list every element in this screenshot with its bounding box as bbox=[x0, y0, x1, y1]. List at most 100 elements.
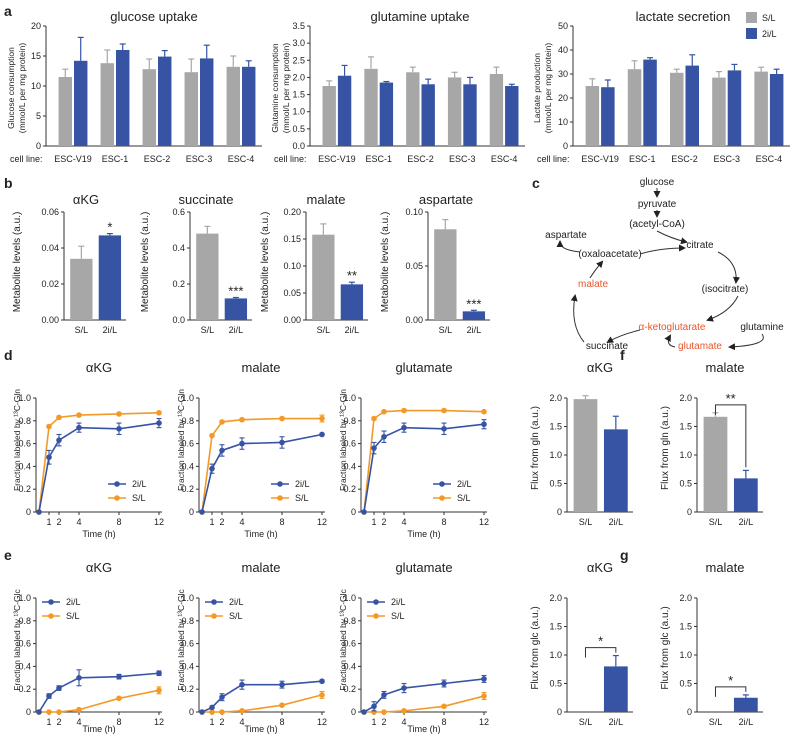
bar-2iL bbox=[98, 235, 122, 320]
data-point-SL bbox=[279, 702, 285, 708]
bar-SL-ESC-4 bbox=[226, 66, 240, 146]
data-point-SL bbox=[441, 407, 447, 414]
y-tick-label: 3.0 bbox=[292, 38, 305, 48]
panel-label-c: c bbox=[532, 175, 540, 191]
series-line-SL bbox=[38, 412, 160, 513]
data-point-2iL bbox=[36, 509, 42, 515]
y-axis-label: Metabolite levels (a.u.) bbox=[12, 212, 23, 313]
significance-marker: * bbox=[728, 673, 733, 688]
y-axis-label: Metabolite levels (a.u.) bbox=[380, 212, 391, 313]
arrow-oxaloacetate-citrate bbox=[639, 244, 686, 255]
data-point-2iL bbox=[156, 420, 162, 426]
line-chart-d1: 0 0.2 0.4 0.6 0.8 1.0 1 2 4 8 12 2i/L S/L bbox=[18, 393, 164, 527]
x-tick-label: ESC-3 bbox=[713, 154, 740, 164]
y-tick-label: 0.4 bbox=[18, 461, 31, 471]
legend-marker bbox=[211, 599, 217, 605]
y-tick-label: 1.5 bbox=[292, 90, 305, 100]
y-tick-label: 2.0 bbox=[679, 593, 692, 603]
data-point-SL bbox=[156, 687, 162, 694]
x-tick-label: 2 bbox=[381, 517, 386, 527]
panel-e: αKG malate glutamate Fraction labeled by… bbox=[12, 560, 453, 734]
legend-label: S/L bbox=[66, 611, 80, 621]
data-point-SL bbox=[401, 708, 407, 714]
x-tick-label: 12 bbox=[317, 717, 327, 727]
data-point-2iL bbox=[76, 424, 82, 431]
data-point-SL bbox=[279, 415, 285, 422]
x-tick-label: 8 bbox=[116, 517, 121, 527]
y-tick-label: 0.00 bbox=[41, 315, 59, 325]
bar-2iL-ESC-4 bbox=[769, 74, 784, 146]
x-tick-label: S/L bbox=[439, 325, 453, 335]
data-point-SL bbox=[76, 412, 82, 418]
panel-a: glucose uptake Glucose consumption (mmol… bbox=[6, 9, 777, 164]
bar-SL-ESC-1 bbox=[364, 68, 378, 146]
y-tick-label: 15 bbox=[31, 51, 41, 61]
data-point-2iL bbox=[319, 678, 325, 685]
y-tick-label: 0.8 bbox=[181, 416, 194, 426]
significance-bracket bbox=[584, 647, 617, 658]
x-tick-label: S/L bbox=[201, 325, 215, 335]
bar-2iL-ESC-3 bbox=[727, 70, 742, 146]
bar-2iL-ESC-2 bbox=[158, 56, 172, 146]
y-tick-label: 0.5 bbox=[549, 679, 562, 689]
arrow-glutamine-glutamate bbox=[728, 333, 764, 351]
y-tick-label: 1.0 bbox=[343, 593, 356, 603]
chart-title: succinate bbox=[179, 192, 234, 207]
data-point-2iL bbox=[116, 673, 122, 680]
line-chart-e2: 0 0.2 0.4 0.6 0.8 1.0 1 2 4 8 12 2i/L S/L bbox=[181, 593, 327, 727]
y-tick-label: 1.5 bbox=[549, 622, 562, 632]
data-point-SL bbox=[209, 432, 215, 439]
x-axis-label: Time (h) bbox=[82, 724, 115, 734]
bar-chart-b4: 0.00 0.05 0.10 S/L 2i/L *** bbox=[405, 207, 490, 335]
bar-chart-b3: 0.00 0.05 0.10 0.15 0.20 S/L 2i/L ** bbox=[283, 207, 368, 335]
legend-marker bbox=[48, 599, 54, 605]
panel-label-a: a bbox=[4, 3, 12, 19]
x-axis-label: Time (h) bbox=[407, 529, 440, 539]
chart-title: αKG bbox=[587, 360, 613, 375]
y-axis-label: (mmol/L per mg protein) bbox=[281, 43, 291, 134]
y-tick-label: 0.00 bbox=[283, 315, 301, 325]
chart-title: malate bbox=[705, 360, 744, 375]
chart-title: malate bbox=[241, 360, 280, 375]
legend-swatch-2il bbox=[746, 28, 757, 39]
y-tick-label: 0.04 bbox=[41, 243, 59, 253]
y-tick-label: 0.2 bbox=[18, 684, 31, 694]
legend-marker bbox=[114, 481, 120, 487]
legend-label: S/L bbox=[295, 493, 309, 503]
y-tick-label: 0.02 bbox=[41, 279, 59, 289]
x-tick-label: 2 bbox=[219, 717, 224, 727]
x-tick-label: S/L bbox=[317, 325, 331, 335]
data-point-SL bbox=[76, 706, 82, 713]
bar-SL-ESC-4 bbox=[754, 71, 768, 146]
legend-label: 2i/L bbox=[391, 597, 406, 607]
y-axis-label: Flux from glc (a.u.) bbox=[530, 606, 541, 689]
y-tick-label: 0.2 bbox=[181, 484, 194, 494]
series-line-SL bbox=[363, 409, 485, 513]
metabolite-isocitrate: (isocitrate) bbox=[702, 284, 749, 295]
bar-SL bbox=[703, 416, 728, 512]
data-point-SL bbox=[381, 408, 387, 415]
bar-SL-ESC-V19 bbox=[322, 86, 336, 146]
x-tick-label: 4 bbox=[76, 717, 81, 727]
bar-chart-a3: 0 10 20 30 40 50 ESC-V19 ESC-1 ESC-2 ESC-3 ESC-4 bbox=[558, 21, 790, 164]
chart-title: αKG bbox=[73, 192, 99, 207]
data-point-2iL bbox=[56, 685, 62, 691]
data-point-SL bbox=[116, 695, 122, 702]
y-tick-label: 10 bbox=[558, 117, 568, 127]
y-tick-label: 0.4 bbox=[181, 461, 194, 471]
bar-SL bbox=[434, 229, 457, 320]
arrow-isocitrate-akg bbox=[706, 295, 739, 322]
series-line-2iL bbox=[38, 422, 160, 513]
legend-label: 2i/L bbox=[132, 479, 147, 489]
x-tick-label: 1 bbox=[371, 717, 376, 727]
data-point-SL bbox=[481, 693, 487, 699]
bar-2iL-ESC-1 bbox=[643, 59, 657, 146]
lactate-secretion-chart: lactate secretion Lactate production (mm… bbox=[532, 9, 730, 133]
bar-SL-ESC-2 bbox=[406, 72, 420, 146]
bar-chart-a1: 0 5 10 15 20 ESC-V19 ESC-1 ESC-2 ESC-3 ESC-4 bbox=[31, 21, 262, 164]
y-tick-label: 0.5 bbox=[679, 479, 692, 489]
data-point-2iL bbox=[46, 693, 52, 699]
y-axis-label: Fraction labeled by ¹³C-Gln bbox=[176, 389, 186, 491]
y-tick-label: 2.0 bbox=[549, 393, 562, 403]
